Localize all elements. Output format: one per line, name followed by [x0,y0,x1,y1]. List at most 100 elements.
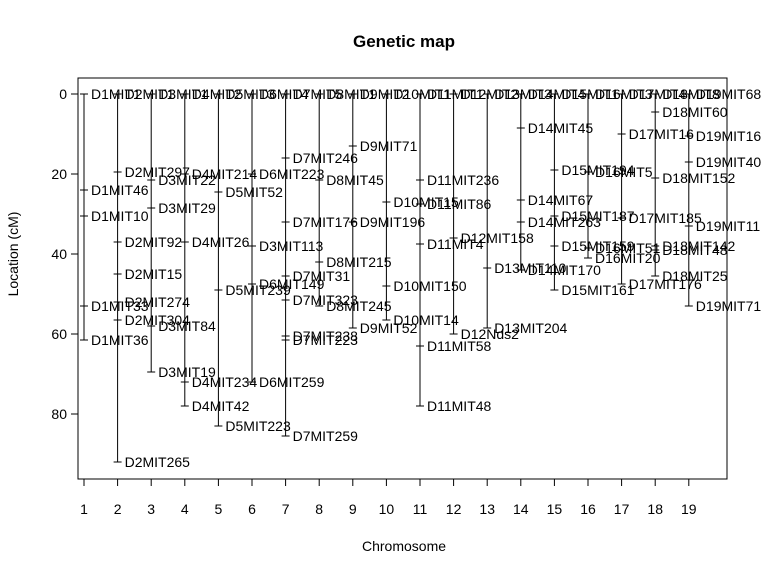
marker-label: D6MIT149 [259,276,325,292]
x-tick-label: 5 [215,501,223,517]
marker-label: D2MIT265 [125,454,191,470]
marker-label: D15MIT159 [561,238,634,254]
x-tick-label: 4 [181,501,189,517]
marker-label: D10MIT14 [393,312,459,328]
marker-label: D4MIT214 [192,166,258,182]
x-tick-label: 18 [647,501,663,517]
chromosome-2: D2MIT1D2MIT297D2MIT92D2MIT15D2MIT274D2MI… [113,86,191,470]
marker-label: D1MIT33 [91,298,149,314]
chromosome-group: D1MIT1D1MIT46D1MIT10D1MIT33D1MIT36D2MIT1… [80,86,761,470]
marker-label: D18MIT152 [662,170,735,186]
marker-label: D9MIT52 [360,320,418,336]
marker-label: D4MIT42 [192,398,250,414]
x-tick-label: 19 [681,501,697,517]
chart-title: Genetic map [353,32,455,51]
marker-label: D2MIT92 [125,234,183,250]
marker-label: D14MIT263 [528,214,601,230]
marker-label: D15MIT187 [561,208,634,224]
x-tick-label: 13 [479,501,495,517]
x-tick-label: 9 [349,501,357,517]
x-axis: 1 2 3 4 5 6 7 8 9 10 11 12 13 14 15 16 17 18 19 [80,478,697,517]
marker-label: D6MIT259 [259,374,325,390]
x-tick-label: 14 [513,501,529,517]
marker-label: D7MIT223 [293,332,359,348]
marker-label: D11MIT48 [427,398,492,414]
marker-label: D14MIT67 [528,192,594,208]
x-tick-label: 2 [114,501,122,517]
marker-label: D19MIT68 [696,86,762,102]
marker-label: D1MIT10 [91,208,149,224]
marker-label: D11MIT4 [427,236,484,252]
marker-label: D17MIT176 [629,276,702,292]
y-axis: 0 20 40 60 80 [51,86,79,422]
marker-label: D4MIT234 [192,374,258,390]
marker-label: D16MIT5 [595,164,653,180]
y-tick-label: 0 [59,86,67,102]
x-tick-label: 6 [248,501,256,517]
y-tick-label: 40 [51,246,67,262]
marker-label: D1MIT46 [91,182,149,198]
marker-label: D16MIT20 [595,250,661,266]
y-axis-label: Location (cM) [5,212,21,297]
marker-label: D2MIT274 [125,294,191,310]
marker-label: D11MIT236 [427,172,499,188]
marker-label: D19MIT16 [696,128,762,144]
x-tick-label: 16 [580,501,596,517]
marker-label: D14MIT45 [528,120,594,136]
marker-label: D6MIT223 [259,166,325,182]
chromosome-19: D19MIT68 D19MIT16 D19MIT40 D19MIT11 D19MIT71 [684,86,762,314]
marker-label: D13MIT110 [494,260,566,276]
marker-label: D10MIT150 [393,278,466,294]
marker-label: D19MIT11 [696,218,761,234]
marker-label: D12MIT158 [461,230,534,246]
y-tick-label: 60 [51,326,67,342]
marker-label: D3MIT22 [158,172,216,188]
marker-label: D3MIT29 [158,200,216,216]
x-tick-label: 8 [315,501,323,517]
marker-label: D16MIT51 [595,240,661,256]
marker-label: D18MIT142 [662,238,735,254]
marker-label: D18MIT60 [662,104,728,120]
marker-label: D2MIT304 [125,312,191,328]
marker-label: D19MIT40 [696,154,762,170]
marker-label: D11MIT86 [427,196,492,212]
marker-label: D4MIT26 [192,234,250,250]
marker-label: D15MIT161 [561,282,634,298]
x-tick-label: 10 [379,501,395,517]
marker-label: D18MIT25 [662,268,728,284]
marker-label: D15MIT194 [561,162,634,178]
marker-label: D7MIT31 [293,268,351,284]
marker-label: D5MIT239 [225,282,291,298]
marker-label: D12Nds2 [461,326,520,342]
marker-label: D7MIT259 [293,428,359,444]
marker-label: D3MIT113 [259,238,324,254]
marker-label: D8MIT45 [326,172,384,188]
marker-label: D10MIT15 [393,194,459,210]
chromosome-7: D7MIT5D7MIT246D7MIT176D7MIT31D7MIT323D7M… [281,86,359,444]
marker-label: D9MIT196 [360,214,426,230]
marker-label: D7MIT176 [293,214,359,230]
marker-label: D8MIT215 [326,254,392,270]
marker-label: D9MIT71 [360,138,418,154]
x-tick-label: 7 [282,501,290,517]
marker-label: D2MIT15 [125,266,183,282]
x-tick-label: 1 [80,501,88,517]
marker-label: D8MIT245 [326,298,392,314]
marker-label: D7MIT238 [293,328,359,344]
x-tick-label: 12 [446,501,462,517]
marker-label: D19MIT71 [696,298,762,314]
marker-label: D2MIT297 [125,164,191,180]
x-tick-label: 17 [614,501,630,517]
x-axis-label: Chromosome [362,538,446,554]
x-tick-label: 15 [547,501,563,517]
marker-label: D3MIT84 [158,318,216,334]
marker-label: D11MIT58 [427,338,492,354]
marker-label: D14MIT170 [528,262,601,278]
marker-label: D5MIT223 [225,418,291,434]
marker-label: D3MIT19 [158,364,216,380]
